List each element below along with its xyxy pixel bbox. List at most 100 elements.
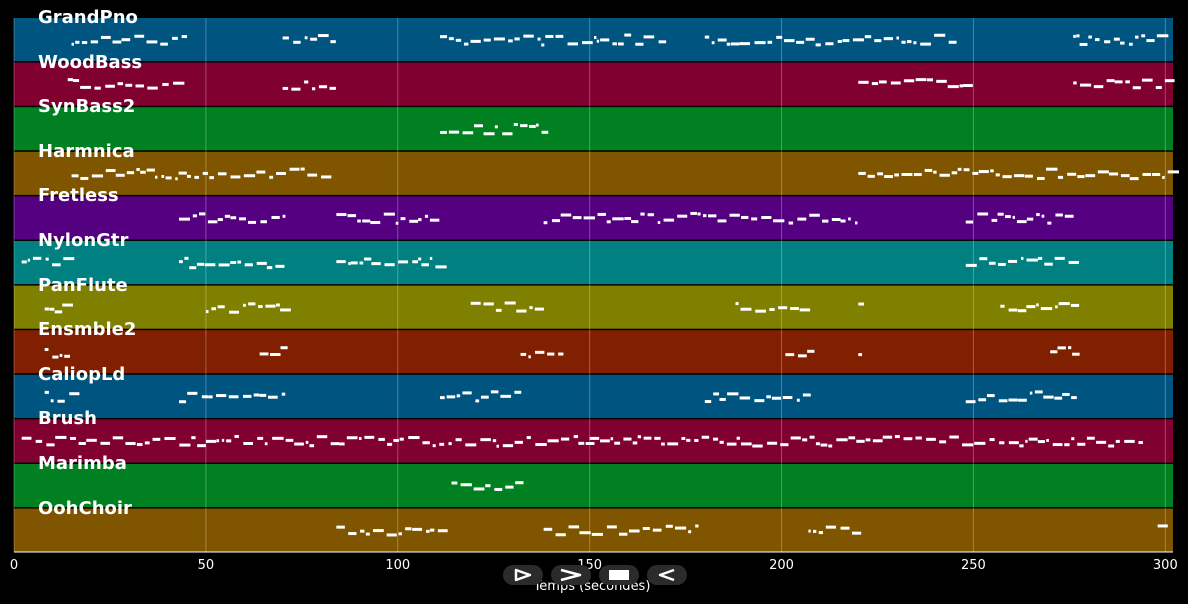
note-mark: [418, 218, 422, 222]
note-mark: [864, 35, 872, 39]
note-mark: [237, 260, 242, 264]
note-mark: [988, 261, 996, 265]
note-mark: [243, 303, 246, 307]
note-mark: [226, 439, 232, 443]
note-mark: [995, 173, 1000, 177]
play-button[interactable]: [503, 565, 543, 585]
note-mark: [1008, 441, 1019, 445]
note-mark: [201, 395, 208, 399]
note-mark: [962, 443, 974, 447]
note-mark: [712, 437, 719, 441]
note-mark: [330, 40, 336, 44]
note-mark: [1040, 307, 1053, 311]
note-mark: [1129, 177, 1139, 181]
track-lane: [14, 464, 1173, 508]
fast-forward-button[interactable]: [551, 565, 591, 585]
note-mark: [329, 86, 336, 90]
note-mark: [462, 131, 474, 135]
note-mark: [1068, 260, 1079, 264]
note-mark: [674, 526, 687, 530]
note-mark: [199, 212, 206, 216]
note-mark: [547, 352, 555, 356]
note-mark: [836, 438, 848, 442]
note-mark: [939, 440, 947, 444]
x-tick-label: 200: [769, 558, 794, 573]
note-mark: [597, 212, 606, 216]
note-mark: [858, 171, 866, 175]
note-mark: [516, 309, 527, 313]
note-mark: [828, 444, 833, 448]
note-mark: [1164, 79, 1175, 83]
note-mark: [187, 174, 191, 178]
note-mark: [1018, 398, 1027, 402]
note-mark: [187, 391, 198, 395]
note-mark: [924, 168, 933, 172]
note-mark: [920, 42, 931, 46]
note-mark: [191, 436, 196, 440]
note-mark: [234, 434, 239, 438]
note-mark: [265, 304, 276, 308]
note-mark: [903, 79, 915, 83]
note-mark: [874, 39, 882, 43]
note-mark: [35, 439, 43, 443]
note-mark: [784, 39, 795, 43]
note-mark: [1115, 439, 1120, 443]
note-mark: [490, 390, 499, 394]
note-mark: [446, 395, 456, 399]
note-mark: [558, 352, 564, 356]
note-mark: [1005, 215, 1011, 219]
note-mark: [933, 170, 937, 174]
note-mark: [520, 124, 528, 128]
note-mark: [224, 214, 231, 218]
note-mark: [112, 436, 124, 440]
note-mark: [197, 444, 206, 448]
note-mark: [1057, 175, 1064, 179]
rewind-button[interactable]: [647, 565, 687, 585]
track-lane: [14, 508, 1173, 552]
note-mark: [767, 441, 778, 445]
note-mark: [293, 40, 301, 44]
note-mark: [49, 307, 55, 311]
note-mark: [115, 173, 125, 177]
note-mark: [164, 437, 176, 441]
note-mark: [266, 266, 273, 270]
note-mark: [1079, 42, 1088, 46]
note-mark: [282, 36, 289, 40]
note-mark: [80, 85, 91, 89]
note-mark: [754, 399, 765, 403]
note-mark: [977, 212, 989, 216]
note-mark: [624, 33, 632, 37]
note-mark: [612, 217, 624, 221]
note-mark: [1037, 440, 1045, 444]
note-mark: [209, 176, 214, 180]
note-mark: [1093, 85, 1104, 89]
note-mark: [502, 132, 513, 136]
note-mark: [258, 305, 263, 309]
note-mark: [852, 38, 864, 42]
note-mark: [57, 399, 65, 403]
track-name: GrandPno: [38, 7, 138, 28]
note-mark: [726, 442, 737, 446]
note-mark: [1021, 256, 1024, 260]
note-mark: [1026, 258, 1038, 262]
note-mark: [455, 438, 462, 442]
note-mark: [359, 437, 362, 441]
note-mark: [697, 212, 701, 216]
note-mark: [370, 221, 381, 225]
stop-button[interactable]: [599, 565, 639, 585]
note-mark: [785, 353, 795, 357]
note-mark: [583, 216, 595, 220]
note-mark: [855, 221, 858, 225]
note-mark: [618, 42, 624, 46]
note-mark: [310, 37, 318, 41]
note-mark: [979, 257, 988, 261]
note-mark: [719, 440, 724, 444]
note-mark: [205, 439, 217, 443]
note-mark: [32, 256, 42, 260]
note-mark: [1086, 436, 1095, 440]
note-mark: [105, 84, 115, 88]
note-mark: [291, 87, 301, 91]
note-mark: [426, 529, 430, 533]
note-mark: [948, 40, 957, 44]
note-mark: [62, 303, 73, 307]
